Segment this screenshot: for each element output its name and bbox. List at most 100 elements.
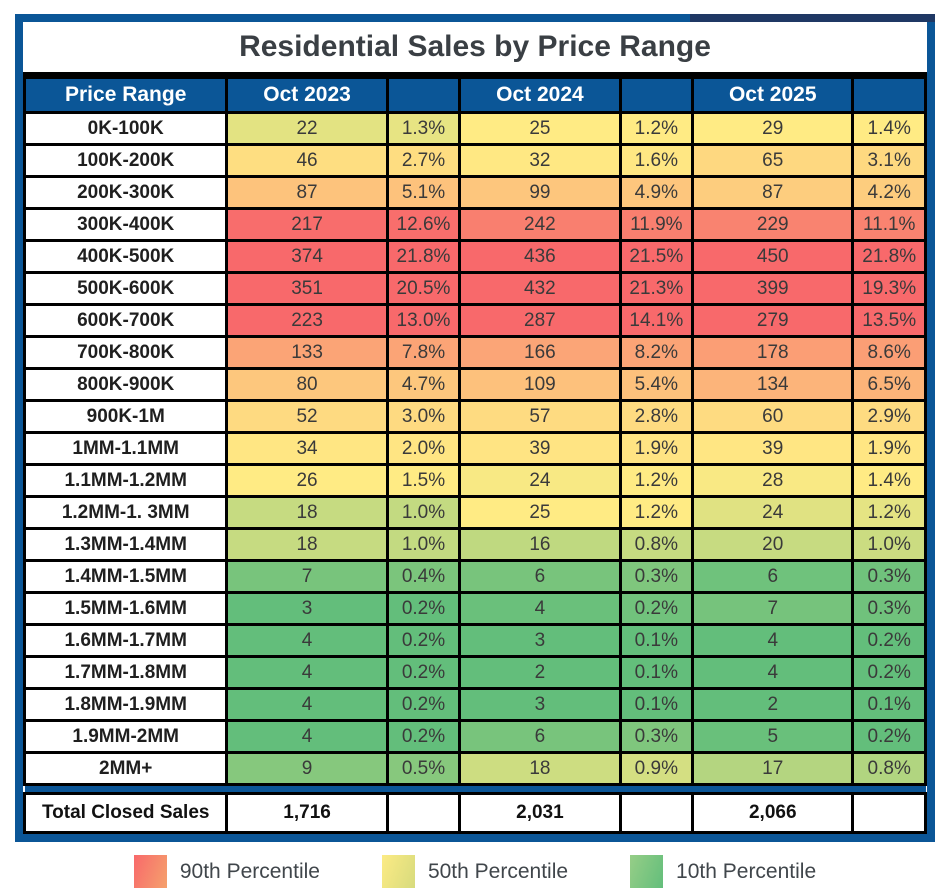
sales-percent-cell: 0.1%: [851, 687, 927, 722]
sales-percent-cell: 4.7%: [385, 367, 462, 402]
sales-percent-cell: 20.5%: [385, 271, 462, 306]
total-count-cell: 2,066: [691, 792, 855, 834]
sales-count-cell: 57: [458, 399, 622, 434]
sales-percent-cell: 0.3%: [851, 559, 927, 594]
sales-count-cell: 6: [691, 559, 855, 594]
table-row: 1.7MM-1.8MM 4 0.2% 2 0.1% 4 0.2%: [22, 655, 927, 690]
sales-count-cell: 87: [225, 175, 389, 210]
price-range-cell: 1.1MM-1.2MM: [22, 463, 229, 498]
sales-count-cell: 432: [458, 271, 622, 306]
sales-percent-cell: 8.2%: [618, 335, 695, 370]
sales-percent-cell: 14.1%: [618, 303, 695, 338]
table-row: 900K-1M 52 3.0% 57 2.8% 60 2.9%: [22, 399, 927, 434]
sales-count-cell: 109: [458, 367, 622, 402]
sales-percent-cell: 1.2%: [618, 495, 695, 530]
table-row: 100K-200K 46 2.7% 32 1.6% 65 3.1%: [22, 143, 927, 178]
total-percent-cell: [618, 792, 695, 834]
sales-count-cell: 46: [225, 143, 389, 178]
sales-percent-cell: 13.0%: [385, 303, 462, 338]
sales-percent-cell: 1.2%: [618, 111, 695, 146]
total-percent-cell: [385, 792, 462, 834]
sales-percent-cell: 2.0%: [385, 431, 462, 466]
table-row: 1.5MM-1.6MM 3 0.2% 4 0.2% 7 0.3%: [22, 591, 927, 626]
sales-count-cell: 2: [691, 687, 855, 722]
sales-percent-cell: 0.2%: [851, 719, 927, 754]
sales-percent-cell: 0.3%: [618, 719, 695, 754]
sales-percent-cell: 0.2%: [618, 591, 695, 626]
sales-percent-cell: 4.2%: [851, 175, 927, 210]
sales-count-cell: 87: [691, 175, 855, 210]
price-range-cell: 300K-400K: [22, 207, 229, 242]
sales-percent-cell: 7.8%: [385, 335, 462, 370]
sales-count-cell: 4: [691, 623, 855, 658]
sales-count-cell: 4: [458, 591, 622, 626]
sales-percent-cell: 4.9%: [618, 175, 695, 210]
header-price-range: Price Range: [22, 76, 229, 114]
price-range-cell: 100K-200K: [22, 143, 229, 178]
sales-percent-cell: 21.8%: [851, 239, 927, 274]
sales-count-cell: 25: [458, 111, 622, 146]
sales-percent-cell: 1.2%: [618, 463, 695, 498]
price-range-cell: 200K-300K: [22, 175, 229, 210]
sales-percent-cell: 6.5%: [851, 367, 927, 402]
price-range-cell: 0K-100K: [22, 111, 229, 146]
sales-count-cell: 242: [458, 207, 622, 242]
sales-percent-cell: 1.4%: [851, 111, 927, 146]
table-row: 1.8MM-1.9MM 4 0.2% 3 0.1% 2 0.1%: [22, 687, 927, 722]
sales-count-cell: 16: [458, 527, 622, 562]
sales-count-cell: 3: [225, 591, 389, 626]
sales-percent-cell: 13.5%: [851, 303, 927, 338]
sales-percent-cell: 21.3%: [618, 271, 695, 306]
sales-count-cell: 3: [458, 687, 622, 722]
sales-percent-cell: 0.2%: [385, 591, 462, 626]
sales-count-cell: 34: [225, 431, 389, 466]
legend-label: 10th Percentile: [676, 859, 817, 883]
sales-count-cell: 3: [458, 623, 622, 658]
report-frame: Residential Sales by Price Range Price R…: [15, 14, 935, 842]
sales-count-cell: 26: [225, 463, 389, 498]
sales-count-cell: 374: [225, 239, 389, 274]
table-row: 1.6MM-1.7MM 4 0.2% 3 0.1% 4 0.2%: [22, 623, 927, 658]
sales-percent-cell: 0.1%: [618, 623, 695, 658]
title-bar: Residential Sales by Price Range: [23, 22, 927, 76]
sales-count-cell: 18: [225, 495, 389, 530]
sales-count-cell: 22: [225, 111, 389, 146]
sales-count-cell: 178: [691, 335, 855, 370]
sales-count-cell: 436: [458, 239, 622, 274]
sales-count-cell: 9: [225, 751, 389, 786]
legend-item: 10th Percentile: [630, 855, 816, 888]
sales-count-cell: 2: [458, 655, 622, 690]
legend-label: 90th Percentile: [179, 859, 320, 883]
sales-count-cell: 4: [691, 655, 855, 690]
sales-count-cell: 6: [458, 559, 622, 594]
price-range-cell: 1.9MM-2MM: [22, 719, 229, 754]
table-row: 200K-300K 87 5.1% 99 4.9% 87 4.2%: [22, 175, 927, 210]
legend-swatch-icon: [381, 855, 415, 888]
sales-percent-cell: 0.2%: [385, 655, 462, 690]
sales-percent-cell: 5.4%: [618, 367, 695, 402]
sales-percent-cell: 0.8%: [618, 527, 695, 562]
sales-count-cell: 279: [691, 303, 855, 338]
legend-label: 50th Percentile: [427, 859, 569, 883]
header-row: Price Range Oct 2023 Oct 2024 Oct 2025: [22, 76, 927, 114]
sales-percent-cell: 0.3%: [851, 591, 927, 626]
sales-count-cell: 24: [691, 495, 855, 530]
price-range-cell: 1.5MM-1.6MM: [22, 591, 229, 626]
sales-percent-cell: 1.5%: [385, 463, 462, 498]
sales-percent-cell: 8.6%: [851, 335, 927, 370]
sales-heatmap-table: Price Range Oct 2023 Oct 2024 Oct 2025 0…: [22, 76, 927, 834]
sales-percent-cell: 21.8%: [385, 239, 462, 274]
table-row: 500K-600K 351 20.5% 432 21.3% 399 19.3%: [22, 271, 927, 306]
sales-percent-cell: 0.2%: [851, 623, 927, 658]
price-range-cell: 1.4MM-1.5MM: [22, 559, 229, 594]
sales-percent-cell: 1.0%: [851, 527, 927, 562]
sales-count-cell: 5: [691, 719, 855, 754]
sales-percent-cell: 1.6%: [618, 143, 695, 178]
table-row: 600K-700K 223 13.0% 287 14.1% 279 13.5%: [22, 303, 927, 338]
sales-count-cell: 18: [225, 527, 389, 562]
sales-percent-cell: 11.1%: [851, 207, 927, 242]
sales-count-cell: 4: [225, 687, 389, 722]
sales-count-cell: 60: [691, 399, 855, 434]
sales-count-cell: 287: [458, 303, 622, 338]
header-oct-2025: Oct 2025: [691, 76, 855, 114]
